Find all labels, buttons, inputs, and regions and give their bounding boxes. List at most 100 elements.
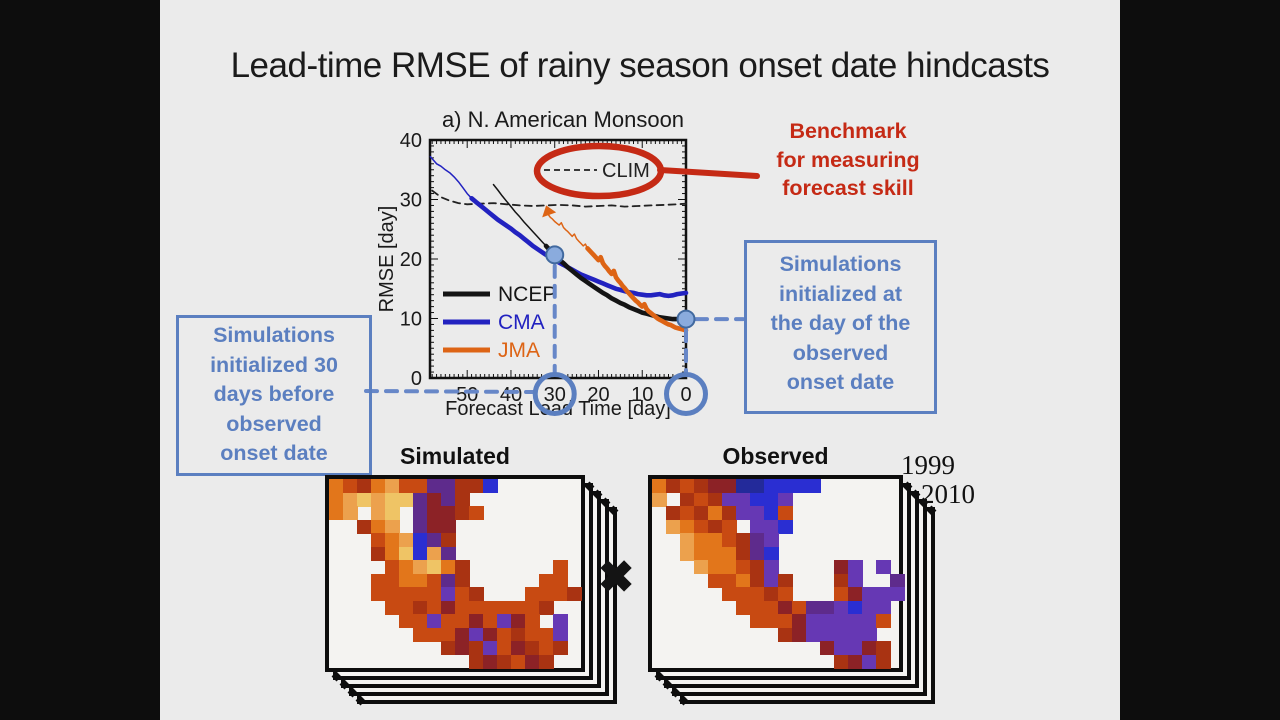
map-pixel [750, 546, 765, 561]
text-line: observed [226, 411, 322, 436]
map-pixel [764, 587, 779, 602]
map-pixel [399, 600, 414, 615]
map-pixel [413, 587, 428, 602]
right-callout-box: Simulations initialized at the day of the o… [744, 240, 937, 414]
map-pixel [680, 506, 695, 521]
map-pixel [736, 479, 751, 494]
map-pixel [834, 587, 849, 602]
map-pixel [483, 654, 498, 669]
text-line: the day of the [770, 311, 911, 335]
map-pixel [553, 641, 568, 656]
map-pixel [539, 573, 554, 588]
map-pixel [890, 573, 905, 588]
map-pixel [525, 614, 540, 629]
map-pixel [876, 560, 891, 575]
text-line: initialized at [778, 281, 903, 306]
simulated-map-stack [325, 475, 617, 704]
map-pixel [848, 627, 863, 642]
map-pixel [455, 600, 470, 615]
map-pixel [343, 506, 358, 521]
map-pixel [694, 506, 709, 521]
map-pixel [736, 533, 751, 548]
map-pixel [441, 519, 456, 534]
map-pixel [455, 627, 470, 642]
map-pixel [357, 519, 372, 534]
map-pixel [834, 627, 849, 642]
text-line: onset date [220, 441, 328, 465]
map-pixel [694, 560, 709, 575]
map-pixel [497, 600, 512, 615]
map-pixel [666, 506, 681, 521]
map-pixel [469, 641, 484, 656]
map-pixel [371, 506, 386, 521]
map-pixel [539, 627, 554, 642]
map-pixel [413, 600, 428, 615]
map-pixel [862, 654, 877, 669]
map-pixel [708, 573, 723, 588]
map-pixel [455, 560, 470, 575]
map-pixel [441, 641, 456, 656]
map-pixel [413, 533, 428, 548]
map-pixel [455, 479, 470, 494]
map-pixel [708, 533, 723, 548]
map-pixel [736, 560, 751, 575]
simulated-maps-label: Simulated [400, 443, 510, 469]
map-pixel [441, 492, 456, 507]
map-pixel [413, 614, 428, 629]
map-pixel [483, 614, 498, 629]
map-pixel [427, 492, 442, 507]
map-pixel [441, 506, 456, 521]
map-pixel [778, 600, 793, 615]
map-pixel [764, 533, 779, 548]
map-pixel [455, 492, 470, 507]
map-pixel [385, 492, 400, 507]
map-pixel [848, 587, 863, 602]
map-pixel [834, 573, 849, 588]
map-pixel [764, 492, 779, 507]
benchmark-annotation-text: Benchmark for measuring forecast skill [752, 117, 944, 203]
map-pixel [778, 587, 793, 602]
map-pixel [722, 492, 737, 507]
map-pixel [539, 600, 554, 615]
map-pixel [441, 479, 456, 494]
map-pixel [778, 479, 793, 494]
observed-map-stack [648, 475, 935, 704]
map-pixel [385, 506, 400, 521]
map-pixel [862, 600, 877, 615]
map-pixel [736, 506, 751, 521]
map-pixel [371, 519, 386, 534]
map-pixel [722, 479, 737, 494]
map-pixel [820, 614, 835, 629]
map-pixel [413, 479, 428, 494]
map-pixel [848, 600, 863, 615]
map-pixel [497, 641, 512, 656]
map-pixel [680, 533, 695, 548]
map-pixel [750, 506, 765, 521]
map-pixel [708, 492, 723, 507]
map-pixel [483, 641, 498, 656]
map-pixel [876, 614, 891, 629]
map-pixel [834, 600, 849, 615]
map-pixel [427, 546, 442, 561]
map-pixel [722, 519, 737, 534]
map-pixel [652, 492, 667, 507]
map-pixel [806, 600, 821, 615]
map-pixel [371, 573, 386, 588]
map-pixel [792, 627, 807, 642]
map-pixel [427, 479, 442, 494]
map-pixel [441, 560, 456, 575]
map-pixel [694, 533, 709, 548]
map-pixel [862, 587, 877, 602]
map-pixel [469, 600, 484, 615]
map-pixel [834, 641, 849, 656]
map-pixel [441, 627, 456, 642]
map-pixel [708, 546, 723, 561]
map-pixel [441, 614, 456, 629]
map-pixel [778, 492, 793, 507]
map-pixel [792, 614, 807, 629]
map-pixel [427, 600, 442, 615]
map-pixel [750, 560, 765, 575]
map-pixel [652, 479, 667, 494]
map-pixel [385, 546, 400, 561]
map-pixel [371, 587, 386, 602]
